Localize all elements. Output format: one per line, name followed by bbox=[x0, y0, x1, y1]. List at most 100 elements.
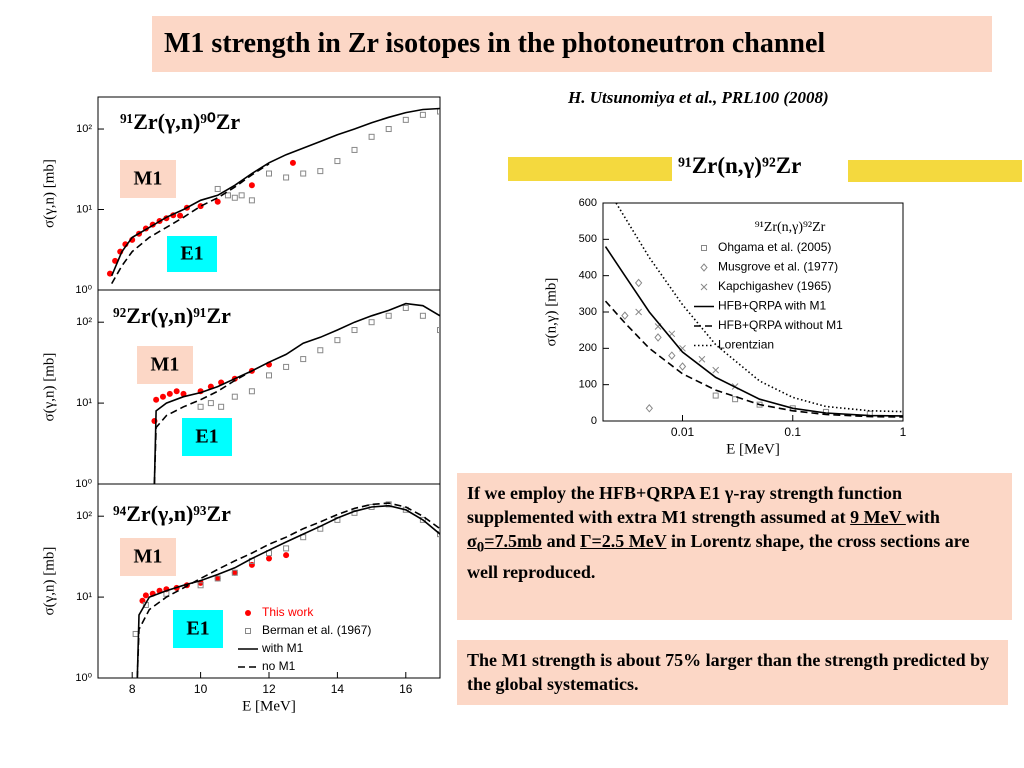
data-point bbox=[334, 337, 341, 344]
data-point bbox=[224, 192, 231, 199]
data-point bbox=[231, 393, 238, 400]
y-axis-label: σ(n,γ) [mb] bbox=[543, 278, 559, 347]
annotation: M1 bbox=[151, 354, 180, 376]
annotation: E1 bbox=[195, 426, 218, 448]
legend-swatch bbox=[245, 610, 251, 616]
x-tick-label: 0.1 bbox=[784, 425, 801, 439]
legend-swatch bbox=[245, 628, 251, 634]
y-tick-label: 10⁰ bbox=[75, 284, 92, 296]
data-point bbox=[437, 108, 440, 115]
legend-label: HFB+QRPA with M1 bbox=[718, 299, 826, 313]
data-point bbox=[283, 174, 290, 181]
data-line bbox=[110, 107, 440, 277]
data-point bbox=[351, 146, 358, 153]
annotation-box bbox=[173, 610, 223, 648]
data-point bbox=[159, 393, 166, 400]
reference: H. Utsunomiya et al., PRL100 (2008) bbox=[568, 88, 829, 107]
legend-swatch bbox=[701, 245, 707, 251]
data-line bbox=[153, 370, 253, 484]
data-point bbox=[248, 182, 255, 189]
legend-label: This work bbox=[262, 605, 314, 619]
y-tick-label: 10¹ bbox=[76, 591, 92, 603]
y-tick-label: 10² bbox=[76, 316, 92, 328]
chart-title: ⁹¹Zr(γ,n)⁹⁰Zr bbox=[120, 109, 240, 134]
plot-area bbox=[151, 302, 440, 484]
y-tick-label: 10¹ bbox=[76, 203, 92, 215]
legend-label: Ohgama et al. (2005) bbox=[718, 240, 831, 254]
y-tick-label: 100 bbox=[579, 379, 597, 391]
annotation-box bbox=[182, 418, 232, 456]
text: Γ=2.5 MeV bbox=[580, 531, 667, 551]
data-point bbox=[231, 569, 238, 576]
data-point bbox=[351, 327, 358, 334]
data-point bbox=[698, 355, 706, 363]
legend-label: Kapchigashev (1965) bbox=[718, 279, 831, 293]
chart-title: ⁹²Zr(γ,n)⁹¹Zr bbox=[113, 303, 231, 328]
data-point bbox=[266, 170, 272, 177]
y-tick-label: 10² bbox=[76, 510, 92, 522]
data-point bbox=[132, 630, 139, 637]
data-point bbox=[153, 396, 160, 403]
data-point bbox=[712, 366, 720, 374]
y-tick-label: 600 bbox=[579, 197, 597, 209]
data-point bbox=[289, 159, 296, 166]
text: If we employ the HFB+QRPA E1 γ-ray stren… bbox=[467, 483, 902, 527]
chart-title: ⁹¹Zr(n,γ)⁹²Zr bbox=[755, 220, 826, 235]
data-point bbox=[732, 396, 739, 403]
data-point bbox=[207, 400, 214, 407]
text: with bbox=[905, 507, 940, 527]
data-point bbox=[214, 575, 221, 582]
text: σ bbox=[467, 531, 477, 551]
legend-label: HFB+QRPA without M1 bbox=[718, 318, 843, 332]
data-point bbox=[283, 552, 290, 559]
data-point bbox=[668, 351, 676, 360]
slide-title: M1 strength in Zr isotopes in the photon… bbox=[152, 16, 992, 72]
plot-area bbox=[106, 107, 440, 284]
data-point bbox=[317, 168, 324, 175]
right-header: ⁹¹Zr(n,γ)⁹²Zr bbox=[672, 153, 808, 179]
y-axis-label: σ(γ,n) [mb] bbox=[41, 547, 57, 616]
y-tick-label: 300 bbox=[579, 306, 597, 318]
text: 9 MeV bbox=[850, 507, 906, 527]
chart-title: ⁹⁴Zr(γ,n)⁹³Zr bbox=[113, 501, 231, 526]
legend-label: Musgrove et al. (1977) bbox=[718, 260, 838, 274]
text: 0 bbox=[476, 539, 485, 556]
y-tick-label: 10² bbox=[76, 123, 92, 135]
y-tick-label: 400 bbox=[579, 270, 597, 282]
data-point bbox=[634, 278, 643, 288]
data-point bbox=[214, 185, 221, 192]
y-tick-label: 10⁰ bbox=[75, 478, 92, 490]
y-axis-label: σ(γ,n) [mb] bbox=[41, 353, 57, 422]
plot-area bbox=[132, 501, 440, 678]
data-point bbox=[214, 198, 221, 205]
x-axis-label: E [MeV] bbox=[242, 698, 296, 714]
annotation: E1 bbox=[180, 243, 203, 265]
data-point bbox=[334, 158, 341, 165]
data-point bbox=[283, 545, 290, 552]
y-tick-label: 0 bbox=[591, 415, 597, 427]
text: and bbox=[542, 531, 581, 551]
legend-swatch bbox=[700, 283, 708, 291]
data-point bbox=[166, 390, 173, 397]
annotation: M1 bbox=[134, 546, 163, 568]
data-line bbox=[604, 300, 903, 418]
annotation-box bbox=[167, 236, 217, 272]
x-tick-label: 14 bbox=[331, 682, 345, 696]
annotation-box bbox=[137, 346, 193, 384]
annotation-box bbox=[120, 538, 176, 576]
data-point bbox=[385, 501, 392, 508]
x-tick-label: 1 bbox=[900, 425, 907, 439]
data-point bbox=[180, 390, 187, 397]
text-box: The M1 strength is about 75% larger than… bbox=[457, 640, 1008, 705]
data-line bbox=[136, 504, 440, 678]
data-point bbox=[402, 116, 409, 123]
data-point bbox=[419, 516, 426, 523]
data-point bbox=[385, 312, 392, 319]
data-point bbox=[678, 362, 687, 371]
annotation: M1 bbox=[134, 168, 163, 190]
data-point bbox=[368, 133, 375, 140]
data-point bbox=[218, 403, 225, 410]
x-tick-label: 8 bbox=[129, 682, 136, 696]
data-point bbox=[419, 111, 426, 118]
